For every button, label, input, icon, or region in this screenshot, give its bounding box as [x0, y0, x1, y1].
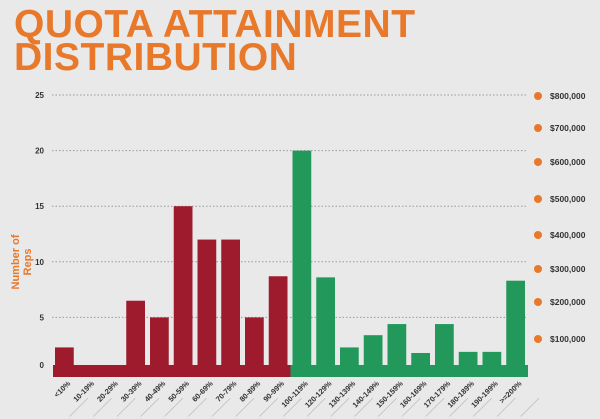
x-tick-underline	[116, 397, 136, 417]
secondary-axis-dot-icon	[534, 265, 542, 273]
bar	[78, 365, 98, 377]
x-tick-underline	[211, 397, 231, 417]
secondary-axis-dot-icon	[534, 92, 542, 100]
x-tick-underline	[235, 397, 255, 417]
x-tick-underline	[425, 397, 445, 417]
bar	[506, 280, 525, 377]
secondary-axis-label: $200,000	[550, 297, 586, 307]
x-tick-label: 50-59%	[166, 379, 191, 404]
secondary-axis-dot-icon	[534, 195, 542, 203]
x-tick-underline	[187, 397, 207, 417]
x-tick-underline	[92, 397, 112, 417]
x-tick-underline	[140, 397, 160, 417]
x-tick-label: >=200%	[497, 379, 523, 405]
bar	[435, 324, 454, 377]
bar	[482, 351, 502, 377]
x-tick-label: 30-39%	[119, 379, 144, 404]
bar	[268, 276, 288, 377]
bar	[363, 335, 383, 377]
bar	[102, 365, 122, 377]
x-tick-underline	[496, 397, 516, 417]
x-tick-label: 40-49%	[143, 379, 168, 404]
secondary-axis-label: $800,000	[550, 91, 586, 101]
y-tick-label: 25	[35, 91, 44, 100]
y-tick-label: 5	[40, 313, 45, 322]
secondary-axis-dot-icon	[534, 298, 542, 306]
secondary-axis-label: $700,000	[550, 123, 586, 133]
bar	[126, 300, 145, 377]
secondary-axis-label: $500,000	[550, 194, 586, 204]
secondary-axis-label: $100,000	[550, 334, 586, 344]
bar	[245, 317, 264, 377]
x-tick-label: 10-19%	[71, 379, 96, 404]
x-tick-label: <10%	[52, 379, 72, 399]
chart-title-line-1: QUOTA ATTAINMENT	[14, 3, 416, 46]
bar	[55, 347, 74, 377]
x-tick-label: 80-89%	[238, 379, 263, 404]
secondary-axis-label: $400,000	[550, 230, 586, 240]
bar	[221, 239, 240, 377]
secondary-axis-dot-icon	[534, 335, 542, 343]
x-tick-underline	[259, 397, 279, 417]
secondary-axis-dot-icon	[534, 124, 542, 132]
chart-title-line-2: DISTRIBUTION	[14, 36, 298, 79]
bar	[340, 347, 359, 377]
bar	[316, 277, 335, 377]
x-tick-underline	[164, 397, 184, 417]
chart-title: QUOTA ATTAINMENT DISTRIBUTION	[14, 3, 416, 79]
bar	[173, 206, 193, 377]
bar	[411, 352, 430, 377]
x-tick-underline	[69, 397, 89, 417]
x-tick-label: 20-29%	[95, 379, 120, 404]
x-tick-underline	[472, 397, 492, 417]
y-tick-label: 0	[40, 361, 45, 370]
x-tick-underline	[354, 397, 374, 417]
secondary-axis-dot-icon	[534, 231, 542, 239]
secondary-axis-dot-icon	[534, 158, 542, 166]
x-tick-underline	[377, 397, 397, 417]
bar	[458, 351, 478, 377]
x-tick-label: 70-79%	[214, 379, 239, 404]
y-tick-label: 20	[35, 147, 44, 156]
secondary-axis-label: $600,000	[550, 157, 586, 167]
bar	[387, 324, 407, 377]
secondary-axis-label: $300,000	[550, 264, 586, 274]
bar	[150, 317, 169, 377]
y-tick-label: 10	[35, 258, 44, 267]
x-tick-label: 60-69%	[190, 379, 215, 404]
x-tick-underline	[330, 397, 350, 417]
x-tick-underline	[520, 397, 540, 417]
x-tick-underline	[401, 397, 421, 417]
bar	[292, 150, 312, 377]
y-tick-label: 15	[35, 202, 44, 211]
bar	[197, 239, 217, 377]
x-tick-underline	[306, 397, 326, 417]
x-tick-underline	[449, 397, 469, 417]
x-tick-underline	[282, 397, 302, 417]
